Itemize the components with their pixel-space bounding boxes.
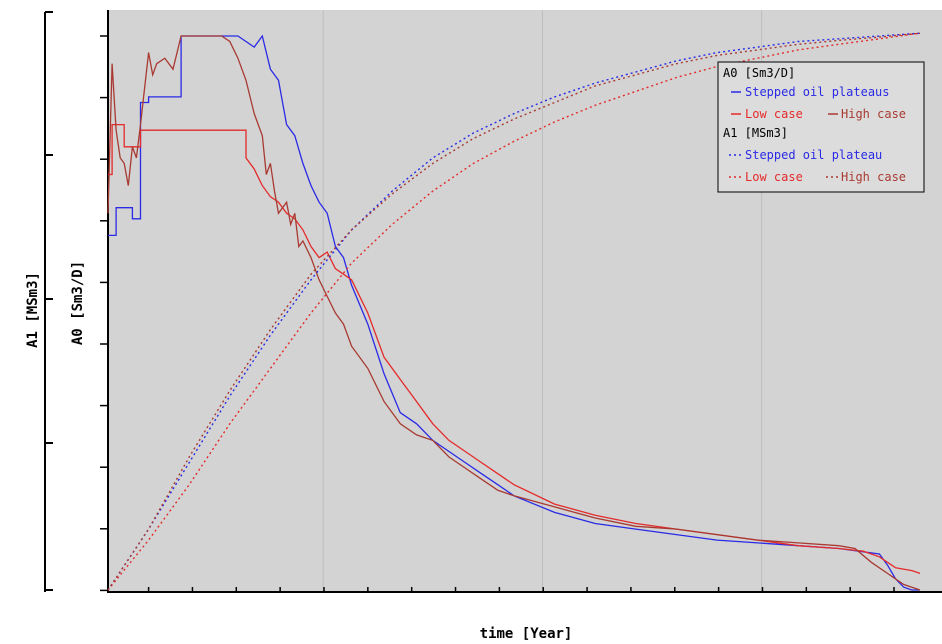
series-line-a0-high-case (107, 35, 921, 591)
legend-box (717, 61, 925, 193)
series-line-a1-high-case (107, 32, 921, 591)
a1-axis-label: A1 [MSm3] (25, 272, 41, 348)
legend-a1-low: Low case (745, 170, 803, 184)
legend-group-a1: A1 [MSm3] (723, 126, 788, 140)
x-axis-label: time [Year] (480, 626, 573, 642)
legend-a1-stepped: Stepped oil plateau (745, 148, 882, 162)
a0-axis-label: A0 [Sm3/D] (70, 261, 86, 345)
series-line-a0-stepped-oil-plateaus (108, 34, 920, 591)
legend-a0-high: High case (841, 107, 906, 121)
legend-a0-low: Low case (745, 107, 803, 121)
a0-axis-ticks (100, 35, 108, 592)
legend-a1-high: High case (841, 170, 906, 184)
series-line-a1-low-case (107, 32, 921, 591)
a1-axis (44, 11, 53, 592)
legend-group-a0: A0 [Sm3/D] (723, 66, 795, 80)
series-line-a1-stepped-oil-plateau (107, 32, 921, 591)
series-layer (107, 32, 921, 591)
legend-a0-stepped: Stepped oil plateaus (745, 85, 890, 99)
legend: A0 [Sm3/D] Stepped oil plateaus Low case… (717, 61, 925, 193)
